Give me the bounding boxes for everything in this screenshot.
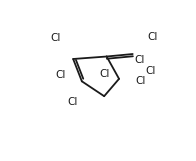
Text: Cl: Cl bbox=[148, 32, 158, 42]
Text: Cl: Cl bbox=[50, 33, 61, 43]
Text: Cl: Cl bbox=[99, 69, 109, 79]
Text: Cl: Cl bbox=[55, 70, 66, 80]
Text: Cl: Cl bbox=[134, 55, 144, 65]
Text: Cl: Cl bbox=[145, 66, 155, 76]
Text: Cl: Cl bbox=[135, 76, 146, 86]
Text: Cl: Cl bbox=[68, 97, 78, 107]
